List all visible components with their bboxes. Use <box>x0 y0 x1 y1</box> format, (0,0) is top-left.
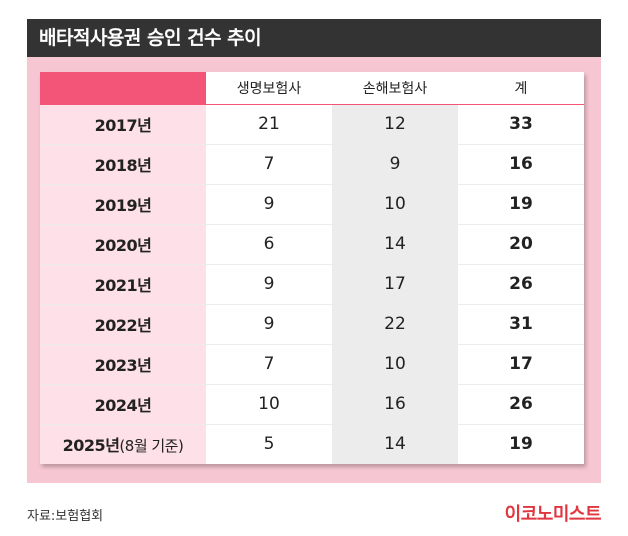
year-cell: 2023년 <box>40 344 206 385</box>
year-cell: 2018년 <box>40 144 206 185</box>
total-value: 19 <box>458 184 584 225</box>
table-row: 2019년 9 10 19 <box>40 184 584 225</box>
total-value: 17 <box>458 344 584 385</box>
nonlife-insurers-value: 16 <box>332 384 458 425</box>
source-note: 자료:보험협회 <box>27 509 104 524</box>
brand-logo: 이코노미스트 <box>504 504 602 525</box>
table-row: 2022년 9 22 31 <box>40 304 584 345</box>
year-label: 2018년 <box>94 156 152 175</box>
year-label: 2017년 <box>94 116 152 135</box>
chart-title: 배타적사용권 승인 건수 추이 <box>27 19 601 57</box>
year-label: 2019년 <box>94 196 152 215</box>
total-value: 26 <box>458 384 584 425</box>
header-row: 생명보험사 손해보험사 계 <box>40 72 584 105</box>
year-cell: 2019년 <box>40 184 206 225</box>
table-body: 2017년 21 12 33 2018년 7 9 16 2019년 9 10 19 2020년 6 14 20… <box>40 104 584 464</box>
data-table-wrapper: 생명보험사 손해보험사 계 2017년 21 12 33 2018년 7 9 16 2019년 9… <box>40 72 584 464</box>
nonlife-insurers-value: 22 <box>332 304 458 345</box>
table-row: 2018년 7 9 16 <box>40 144 584 185</box>
year-cell: 2020년 <box>40 224 206 265</box>
year-label: 2021년 <box>94 276 152 295</box>
life-insurers-value: 5 <box>206 424 332 464</box>
table-row: 2024년 10 16 26 <box>40 384 584 425</box>
nonlife-insurers-value: 10 <box>332 184 458 225</box>
year-note: (8월 기준) <box>119 437 184 456</box>
life-insurers-value: 9 <box>206 184 332 225</box>
year-label: 2022년 <box>94 316 152 335</box>
header-nonlife-insurers: 손해보험사 <box>332 72 458 105</box>
data-table: 생명보험사 손해보험사 계 2017년 21 12 33 2018년 7 9 16 2019년 9… <box>40 72 584 464</box>
nonlife-insurers-value: 14 <box>332 224 458 265</box>
total-value: 33 <box>458 104 584 145</box>
total-value: 20 <box>458 224 584 265</box>
year-label: 2024년 <box>94 396 152 415</box>
nonlife-insurers-value: 14 <box>332 424 458 464</box>
table-row: 2023년 7 10 17 <box>40 344 584 385</box>
life-insurers-value: 6 <box>206 224 332 265</box>
life-insurers-value: 9 <box>206 304 332 345</box>
header-corner <box>40 72 206 105</box>
total-value: 16 <box>458 144 584 185</box>
nonlife-insurers-value: 17 <box>332 264 458 305</box>
nonlife-insurers-value: 10 <box>332 344 458 385</box>
life-insurers-value: 10 <box>206 384 332 425</box>
life-insurers-value: 7 <box>206 144 332 185</box>
year-cell: 2021년 <box>40 264 206 305</box>
header-life-insurers: 생명보험사 <box>206 72 332 105</box>
total-value: 19 <box>458 424 584 464</box>
year-label: 2023년 <box>94 356 152 375</box>
year-label: 2025년 <box>62 436 120 456</box>
table-row: 2017년 21 12 33 <box>40 104 584 145</box>
life-insurers-value: 7 <box>206 344 332 385</box>
table-row: 2025년(8월 기준) 5 14 19 <box>40 424 584 464</box>
total-value: 31 <box>458 304 584 345</box>
total-value: 26 <box>458 264 584 305</box>
table-row: 2021년 9 17 26 <box>40 264 584 305</box>
nonlife-insurers-value: 12 <box>332 104 458 145</box>
header-total: 계 <box>458 72 584 105</box>
nonlife-insurers-value: 9 <box>332 144 458 185</box>
life-insurers-value: 9 <box>206 264 332 305</box>
table-row: 2020년 6 14 20 <box>40 224 584 265</box>
year-cell: 2024년 <box>40 384 206 425</box>
life-insurers-value: 21 <box>206 104 332 145</box>
year-cell: 2025년(8월 기준) <box>40 424 206 464</box>
year-label: 2020년 <box>94 236 152 255</box>
year-cell: 2017년 <box>40 104 206 145</box>
year-cell: 2022년 <box>40 304 206 345</box>
